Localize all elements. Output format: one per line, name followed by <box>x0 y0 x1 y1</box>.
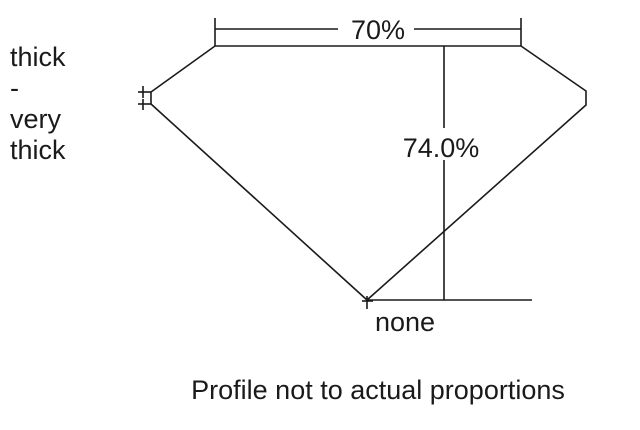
girdle-line: thick <box>10 42 66 72</box>
girdle-thickness-label: thick - very thick <box>10 42 66 166</box>
gem-outline <box>150 45 587 302</box>
girdle-line: - <box>10 73 19 103</box>
depth-percentage: 74.0% <box>403 133 480 163</box>
culet-label: none <box>375 307 435 337</box>
girdle-line: thick <box>10 135 66 165</box>
caption: Profile not to actual proportions <box>191 375 565 405</box>
table-percentage: 70% <box>351 15 405 45</box>
girdle-line: very <box>10 104 62 134</box>
